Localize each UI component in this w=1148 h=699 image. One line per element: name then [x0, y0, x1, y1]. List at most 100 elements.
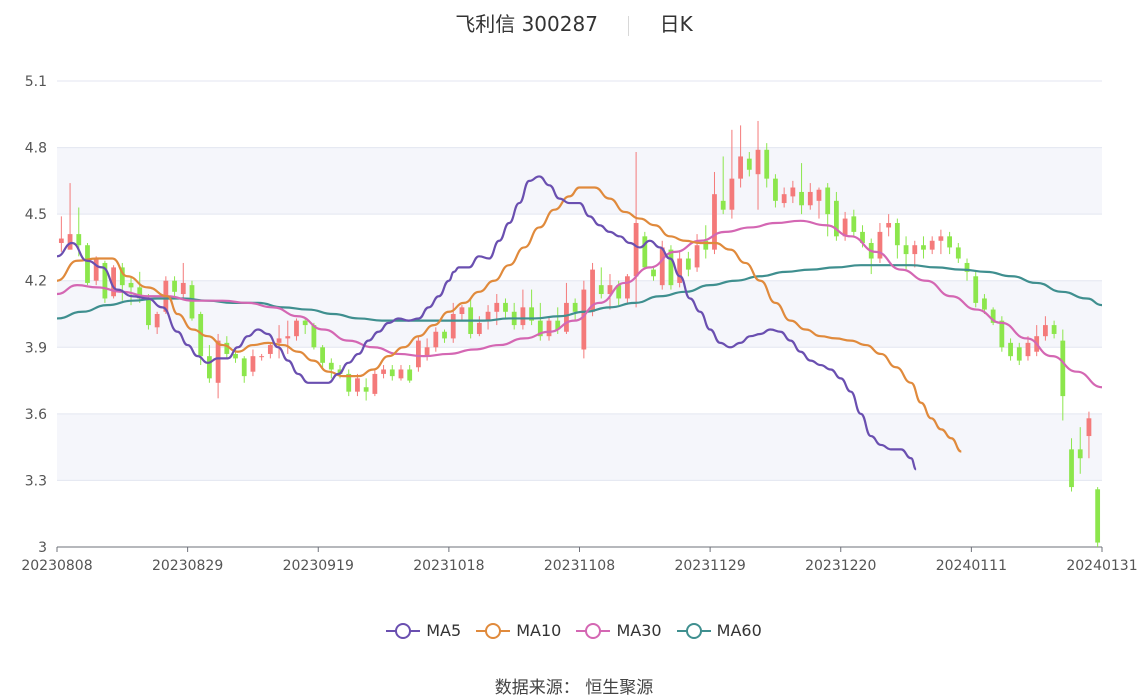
legend-label-ma5: MA5 — [426, 621, 462, 640]
candle-body — [416, 340, 421, 368]
candle — [598, 267, 604, 299]
candle-body — [564, 302, 569, 332]
y-tick-label: 3.9 — [25, 340, 47, 356]
candle-body — [250, 356, 256, 372]
candle-body — [311, 325, 317, 348]
legend-item-ma30[interactable]: MA30 — [576, 621, 662, 640]
x-tick-label: 20231129 — [674, 558, 745, 574]
candle — [442, 329, 447, 343]
candle — [572, 298, 578, 321]
candle — [947, 231, 952, 255]
candle-body — [1095, 489, 1101, 543]
candle — [546, 316, 552, 341]
candle — [355, 373, 360, 397]
legend-item-ma10[interactable]: MA10 — [476, 621, 561, 640]
candle — [755, 120, 761, 210]
candle-body — [764, 149, 770, 179]
candle — [625, 274, 630, 303]
candle — [67, 183, 73, 250]
candle-body — [616, 285, 622, 299]
candle-body — [642, 236, 648, 268]
ma30-swatch-icon — [576, 622, 611, 639]
x-tick-label: 20231108 — [544, 558, 615, 574]
legend-label-ma60: MA60 — [716, 621, 762, 640]
candle-body — [746, 158, 752, 170]
chart-bands — [57, 147, 1102, 481]
y-tick-label: 3 — [38, 540, 47, 556]
ma-line-ma30 — [56, 219, 1103, 389]
x-axis: 20230808 20230829 20230919 20231018 20231108… — [21, 547, 1138, 574]
candle — [389, 365, 395, 381]
candle-body — [111, 267, 116, 297]
candle — [1077, 427, 1083, 474]
ma-line-ma5 — [56, 175, 917, 471]
candle — [372, 369, 378, 397]
candle-body — [607, 285, 613, 295]
candle — [834, 191, 839, 241]
candle-body — [119, 267, 125, 286]
candle-body — [964, 262, 970, 272]
grid-band — [57, 413, 1102, 481]
candle-body — [285, 336, 291, 339]
candle-body — [476, 322, 482, 334]
candle — [320, 345, 325, 368]
candle — [328, 358, 334, 379]
grid-band — [57, 147, 1102, 215]
candle-body — [442, 331, 447, 339]
candle-body — [137, 287, 143, 299]
candle-body — [433, 331, 439, 348]
candle — [564, 282, 569, 334]
candle-body — [755, 149, 761, 175]
x-tick-label: 20230808 — [21, 558, 92, 574]
candle — [215, 333, 221, 399]
candle — [485, 305, 491, 330]
candle — [285, 320, 291, 354]
candle-body — [146, 298, 151, 326]
candle-body — [816, 189, 822, 201]
candle-body — [720, 200, 726, 210]
candles — [58, 120, 1101, 547]
candle — [1043, 316, 1048, 341]
candle — [250, 349, 256, 377]
candle — [990, 307, 996, 326]
candle — [851, 209, 857, 237]
candle-body — [128, 282, 134, 288]
candle — [433, 327, 439, 352]
candle-body — [677, 258, 683, 283]
candle-body — [659, 247, 665, 286]
candle-body — [154, 314, 160, 328]
ma-lines — [56, 175, 1103, 471]
candle-body — [363, 387, 369, 392]
candle-body — [825, 187, 831, 215]
candle — [416, 336, 421, 372]
candle — [642, 231, 648, 270]
candle — [363, 378, 369, 401]
candle-body — [1025, 342, 1031, 357]
candle-body — [973, 276, 979, 303]
x-tick-label: 20240111 — [936, 558, 1007, 574]
candle-body — [581, 289, 587, 350]
candle — [955, 242, 961, 263]
source-label: 数据来源： — [494, 678, 580, 698]
candle-body — [912, 245, 918, 255]
legend-item-ma60[interactable]: MA60 — [676, 621, 762, 640]
candle — [302, 318, 308, 334]
y-tick-label: 4.2 — [25, 274, 47, 290]
candle — [877, 223, 883, 263]
candle — [119, 262, 125, 301]
candle-body — [982, 298, 987, 310]
candle-body — [572, 302, 578, 312]
candle-body — [799, 191, 804, 206]
candle-body — [102, 262, 108, 299]
candle-body — [929, 240, 935, 250]
candle-body — [529, 307, 534, 321]
candle-body — [450, 314, 456, 339]
candle — [276, 325, 282, 359]
candle-body — [712, 194, 717, 250]
legend: MA5 MA10 MA30 MA60 — [0, 621, 1148, 643]
legend-item-ma5[interactable]: MA5 — [386, 621, 461, 640]
candle-body — [389, 369, 395, 377]
candle — [790, 180, 796, 204]
candle-body — [894, 223, 900, 246]
